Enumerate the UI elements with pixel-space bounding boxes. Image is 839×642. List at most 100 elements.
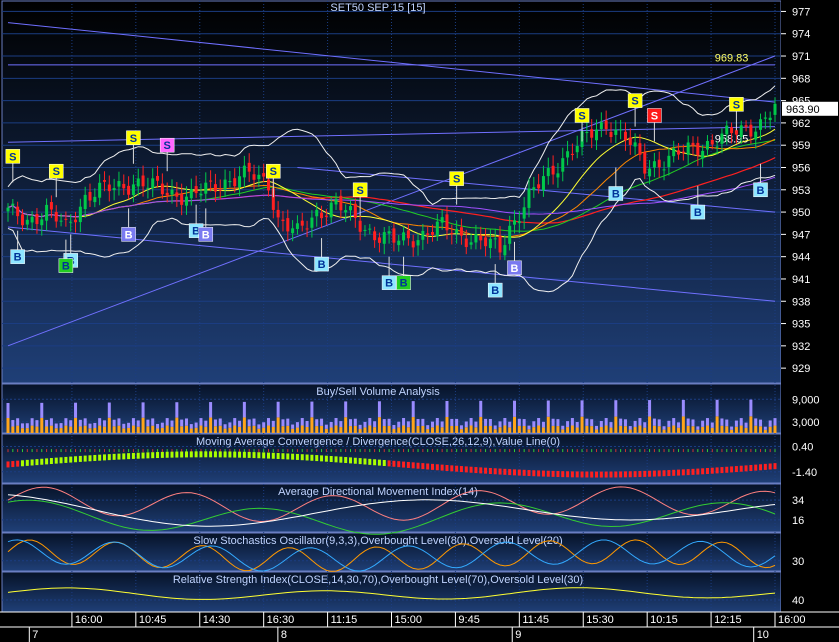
volume-bar — [426, 429, 430, 433]
volume-bar — [127, 422, 131, 428]
signal-label: S — [164, 140, 171, 152]
candle-body — [759, 119, 763, 130]
volume-bar — [421, 425, 425, 433]
volume-bar — [315, 426, 319, 433]
volume-bar — [595, 429, 599, 433]
candle-body — [368, 228, 372, 230]
price-tick-label: 932 — [792, 341, 810, 353]
panel-title: Moving Average Convergence / Divergence(… — [196, 436, 560, 448]
time-tick-label: 16:00 — [75, 614, 103, 626]
candle-body — [122, 183, 126, 189]
candle-body — [353, 203, 357, 218]
volume-bar — [686, 418, 690, 426]
candle-body — [59, 220, 63, 222]
candle-body — [146, 187, 150, 189]
volume-bar — [262, 427, 266, 433]
time-tick-label: 10:45 — [139, 614, 167, 626]
volume-bar — [445, 416, 449, 433]
volume-bar — [628, 426, 632, 430]
candlestick-series — [6, 97, 777, 261]
volume-bar — [102, 420, 106, 427]
volume-bar — [734, 420, 738, 427]
volume-bar — [537, 418, 541, 426]
volume-bar — [45, 419, 49, 427]
signal-label: S — [631, 96, 638, 108]
volume-bar — [213, 419, 217, 427]
buy-signal — [608, 186, 624, 201]
volume-bar — [498, 421, 502, 428]
ma-slow-line — [7, 176, 776, 218]
volume-bar — [387, 425, 391, 433]
volume-bar — [667, 426, 671, 433]
candle-body — [585, 132, 589, 134]
volume-bar — [358, 424, 362, 429]
volume-bar — [300, 418, 304, 426]
volume-bar — [450, 425, 454, 433]
volume-bar — [411, 401, 415, 418]
volume-bar — [570, 425, 574, 433]
volume-bar — [643, 422, 647, 428]
volume-bar — [614, 400, 618, 417]
volume-bar — [710, 427, 714, 433]
signal-label: S — [270, 166, 277, 178]
price-tick-label: 977 — [792, 6, 810, 18]
volume-bar — [633, 420, 637, 427]
volume-bar — [165, 418, 169, 426]
volume-bar — [522, 419, 526, 427]
volume-bar — [102, 426, 106, 433]
volume-bar — [464, 427, 468, 433]
volume-bar — [623, 419, 627, 427]
time-tick-label: 15:00 — [395, 614, 423, 626]
volume-bar — [575, 421, 579, 428]
volume-bar — [339, 427, 343, 433]
candle-body — [252, 174, 256, 180]
volume-bar — [184, 418, 188, 426]
candle-body — [570, 153, 574, 155]
signal-label: B — [318, 259, 326, 271]
price-tick-label: 929 — [792, 363, 810, 375]
volume-bar — [580, 416, 584, 433]
candle-body — [513, 220, 517, 225]
volume-bar — [286, 425, 290, 433]
volume-bar — [720, 425, 724, 433]
signal-label: B — [612, 189, 620, 201]
volume-bar — [416, 426, 420, 433]
date-tick-label: 8 — [281, 629, 287, 641]
volume-bar — [744, 422, 748, 428]
volume-bar — [223, 428, 227, 433]
volume-bar — [11, 420, 15, 427]
volume-bar — [238, 420, 242, 427]
volume-bar — [11, 426, 15, 433]
price-tick-label: 938 — [792, 296, 810, 308]
volume-bar — [696, 429, 700, 433]
volume-bar — [585, 418, 589, 426]
volume-bar — [35, 420, 39, 427]
volume-bar — [513, 400, 517, 417]
buy-signal — [198, 227, 214, 242]
candle-body — [469, 242, 473, 245]
candle-body — [300, 220, 304, 226]
volume-bar — [180, 419, 184, 427]
indicator-tick-label: 0.40 — [792, 441, 813, 453]
candle-body — [657, 159, 661, 168]
volume-bar — [705, 418, 709, 426]
volume-bar — [30, 418, 34, 426]
volume-bar — [397, 421, 401, 428]
volume-bar — [691, 426, 695, 433]
volume-bar — [701, 426, 705, 433]
volume-bar — [508, 421, 512, 428]
volume-bar — [218, 425, 222, 433]
volume-bar — [710, 422, 714, 428]
candle-body — [131, 184, 135, 196]
volume-bar — [156, 423, 160, 429]
candle-body — [373, 231, 377, 241]
signal-label: S — [9, 151, 16, 163]
candle-body — [406, 230, 410, 239]
volume-bar — [672, 425, 676, 433]
candle-body — [180, 194, 184, 205]
candle-body — [11, 203, 15, 206]
volume-bar — [411, 417, 415, 433]
volume-bar — [344, 417, 348, 433]
candle-body — [382, 232, 386, 244]
volume-bar — [431, 427, 435, 433]
